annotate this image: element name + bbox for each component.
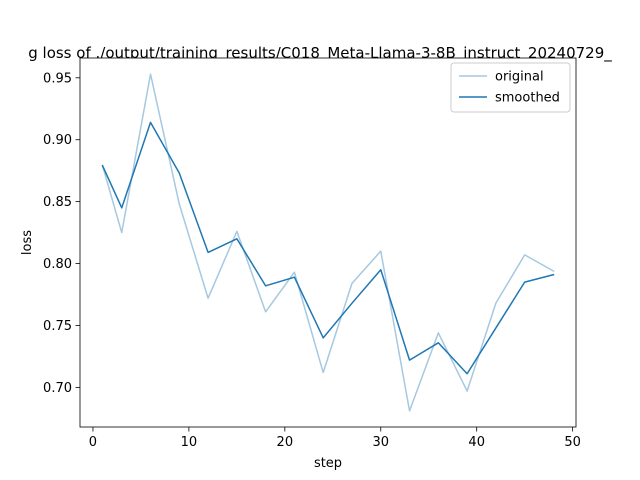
legend-label-original: original: [495, 70, 544, 85]
series-layer: [101, 73, 555, 412]
x-tick-label: 0: [89, 435, 97, 450]
y-tick-label: 0.80: [43, 257, 72, 272]
axes-layer: 0 10 20 30 40 50 0.70 0.75 0.80 0.85 0.90 0.95: [43, 57, 581, 450]
x-tick-label: 40: [468, 435, 485, 450]
x-tick-label: 30: [372, 435, 389, 450]
legend-label-smoothed: smoothed: [495, 91, 560, 106]
y-tick-label: 0.75: [43, 319, 72, 334]
legend: original smoothed: [450, 62, 571, 113]
plot-area: [80, 58, 576, 427]
y-tick-label: 0.95: [43, 71, 72, 86]
x-tick-label: 20: [277, 435, 294, 450]
y-tick-label: 0.85: [43, 195, 72, 210]
y-axis-label: loss: [20, 230, 35, 255]
y-tick-label: 0.90: [43, 133, 72, 148]
x-tick-label: 50: [564, 435, 581, 450]
plot-frame: [79, 57, 577, 428]
x-tick-label: 10: [181, 435, 198, 450]
y-tick-label: 0.70: [43, 381, 72, 396]
x-axis-label: step: [314, 456, 342, 471]
